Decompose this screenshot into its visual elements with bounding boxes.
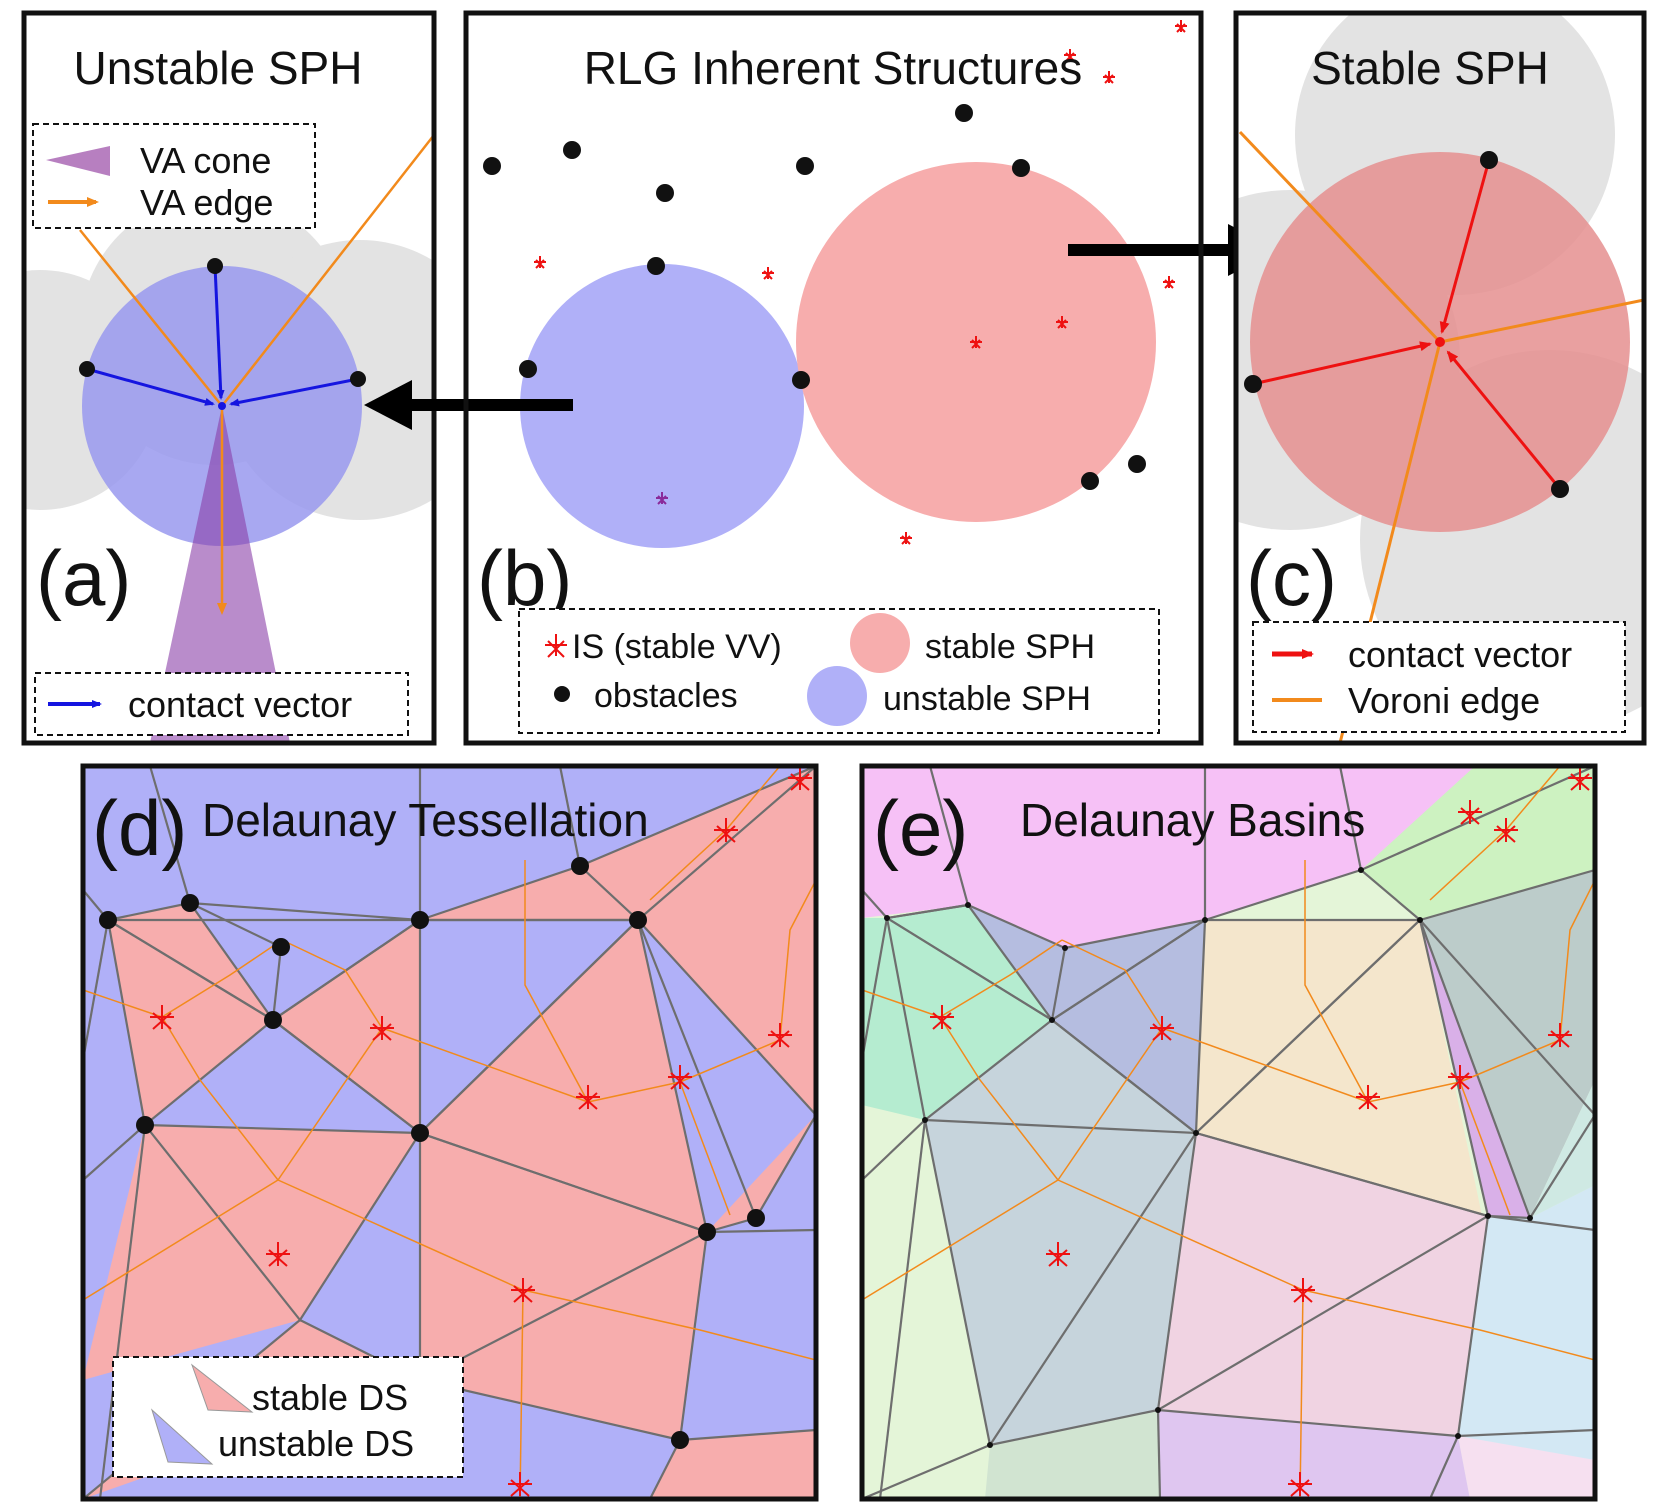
obstacles — [99, 857, 765, 1449]
void-point — [218, 402, 226, 410]
contact-vector — [213, 265, 225, 400]
panel-a-legend-bottom: contact vector — [34, 672, 409, 736]
obstacles — [483, 104, 1146, 490]
panel-b-title: RLG Inherent Structures — [584, 42, 1083, 94]
panel-c-title: Stable SPH — [1311, 42, 1549, 94]
panel-a-title: Unstable SPH — [74, 42, 363, 94]
panel-d-legend: stable DS unstable DS — [112, 1356, 464, 1478]
is-swatch — [545, 634, 567, 658]
legend-is: IS (stable VV) — [572, 628, 782, 666]
delaunay-basins — [862, 766, 1595, 1499]
contact-vector — [1446, 350, 1562, 490]
panel-e-frame — [859, 763, 1598, 1502]
panel-b-letter: (b) — [477, 534, 572, 622]
voronoi-edges — [83, 766, 816, 1499]
panel-a: Unstable SPH (a) VA cone VA edge contact… — [21, 10, 437, 746]
contact-vector — [1439, 159, 1491, 334]
panel-d: (d) Delaunay Tessellation stable DS unst… — [80, 763, 819, 1502]
obstacles-small — [884, 867, 1533, 1448]
contact-vector — [229, 377, 359, 407]
panel-e: (e) Delaunay Basins — [859, 763, 1598, 1502]
legend-obstacles: obstacles — [594, 677, 738, 715]
panel-c-legend: contact vector Voroni edge — [1252, 621, 1626, 733]
legend-va-cone: VA cone — [140, 140, 271, 181]
is-markers — [534, 20, 1187, 545]
unstable-sph-swatch — [807, 666, 867, 726]
is-markers — [930, 766, 1592, 1497]
arrow-to-panel-a-head — [364, 380, 412, 430]
panel-e-letter: (e) — [873, 784, 968, 872]
panel-c-frame — [1233, 10, 1647, 746]
unstable-sph-disk — [520, 264, 804, 548]
legend-contact-vector: contact vector — [1348, 634, 1572, 675]
va-edge — [221, 134, 434, 407]
va-edge — [79, 229, 223, 407]
obstacle — [79, 361, 95, 377]
voronoi-edges — [862, 766, 1595, 1499]
legend-va-edge: VA edge — [140, 182, 273, 223]
legend-unstable-ds: unstable DS — [218, 1423, 414, 1464]
legend-voronoi-edge: Voroni edge — [1348, 680, 1540, 721]
contact-vector — [86, 367, 215, 406]
panel-e-title: Delaunay Basins — [1020, 794, 1365, 846]
panel-b: RLG Inherent Structures (b) IS (stable V… — [364, 10, 1278, 746]
obstacle — [350, 371, 366, 387]
panel-a-letter: (a) — [36, 534, 131, 622]
obstacle — [207, 258, 223, 274]
stable-ds-swatch — [190, 1363, 254, 1413]
panel-a-frame — [21, 10, 437, 746]
voronoi-edge — [1439, 298, 1644, 344]
panel-d-title: Delaunay Tessellation — [202, 794, 649, 846]
obstacle — [1244, 375, 1262, 393]
panel-b-frame — [463, 10, 1204, 746]
obstacle-swatch — [554, 686, 570, 702]
void-point — [1435, 337, 1445, 347]
obstacle — [1551, 480, 1569, 498]
va-cone — [150, 406, 290, 743]
contact-vector — [1252, 341, 1432, 386]
unstable-ds-swatch — [150, 1408, 214, 1465]
panel-c-letter: (c) — [1246, 534, 1337, 622]
panel-d-letter: (d) — [92, 784, 187, 872]
panel-b-legend: IS (stable VV) obstacles stable SPH unst… — [518, 608, 1160, 734]
stable-sph-swatch — [850, 613, 910, 673]
legend-stable-sph: stable SPH — [925, 628, 1095, 666]
voronoi-edge — [1238, 130, 1442, 344]
panel-d-frame — [80, 763, 819, 1502]
is-markers — [150, 766, 812, 1497]
legend-stable-ds: stable DS — [252, 1377, 408, 1418]
panel-c: Stable SPH (c) contact vector Voroni edg… — [1233, 10, 1647, 746]
legend-contact-vector: contact vector — [128, 684, 352, 725]
panel-a-legend-top: VA cone VA edge — [32, 123, 316, 229]
legend-unstable-sph: unstable SPH — [883, 680, 1091, 718]
va-cone-swatch — [46, 146, 110, 176]
obstacle — [1480, 151, 1498, 169]
